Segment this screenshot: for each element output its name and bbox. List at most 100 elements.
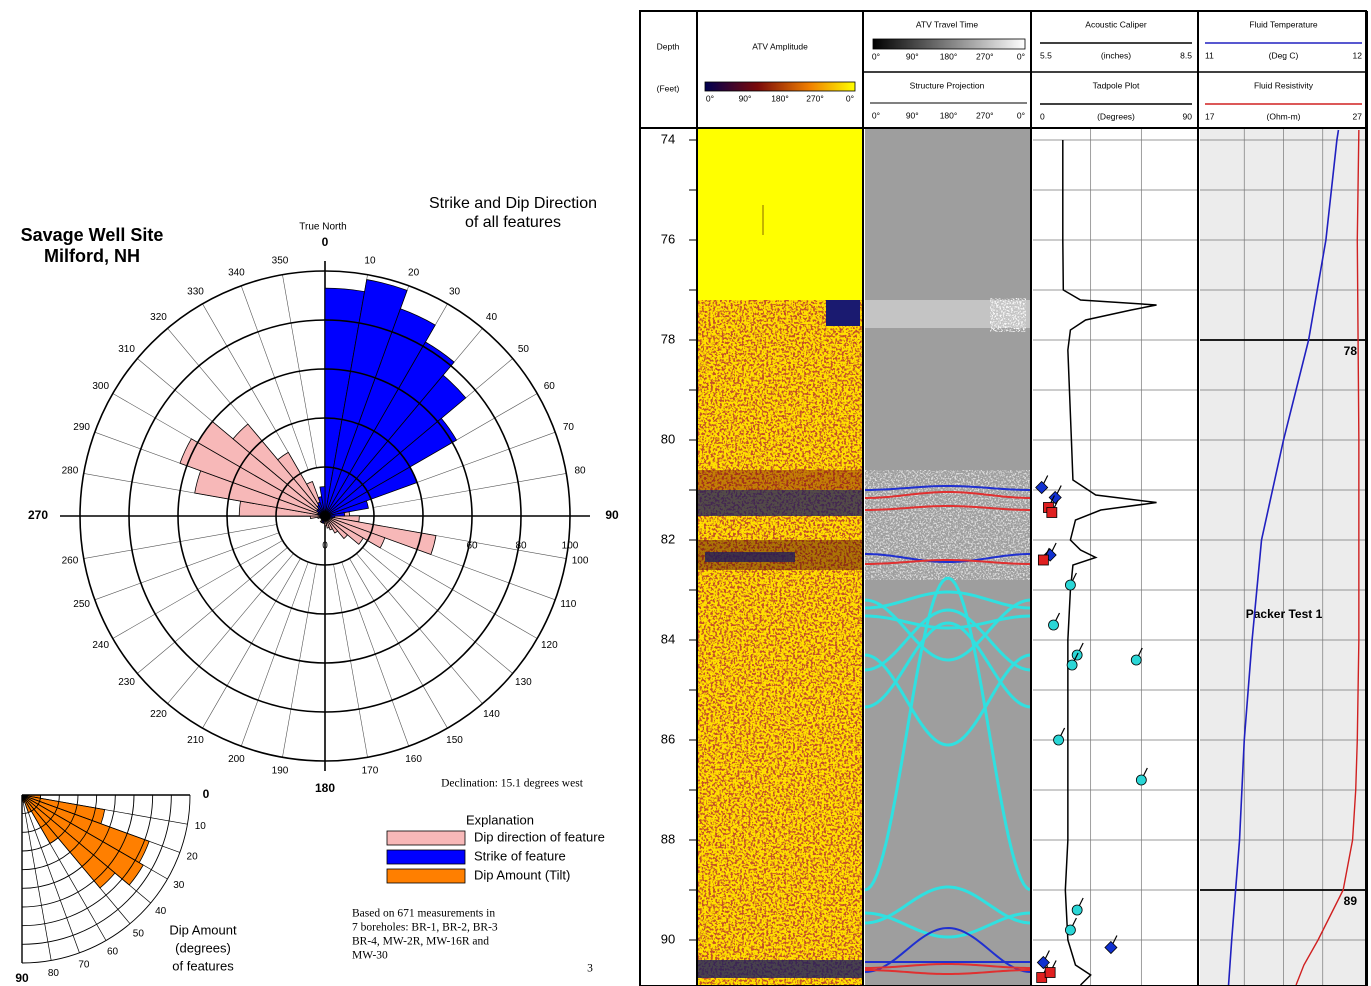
tadpole-head (1065, 580, 1075, 590)
legend-label: Dip Amount (Tilt) (474, 867, 570, 882)
angle-label: 20 (187, 852, 199, 863)
depth-tick-label: 84 (661, 631, 675, 646)
scale-label: 0° (872, 110, 880, 120)
depth-label: Depth (657, 41, 680, 51)
color-bar (873, 39, 1025, 49)
angle-label: 170 (362, 766, 379, 777)
track-label: Fluid Resistivity (1254, 80, 1314, 90)
packer-depth: 89 (1344, 894, 1358, 908)
track-label: Fluid Temperature (1249, 19, 1318, 29)
scale-max: 27 (1353, 111, 1363, 121)
amplitude-image (697, 960, 863, 978)
legend-label: Strike of feature (474, 848, 566, 863)
depth-tick-label: 74 (661, 131, 675, 146)
track-label: Tadpole Plot (1093, 80, 1140, 90)
angle-label: 230 (118, 677, 135, 688)
scale-min: 17 (1205, 111, 1215, 121)
cardinal-label: 90 (605, 508, 619, 522)
tadpole-head (1047, 508, 1057, 518)
angle-label: 320 (150, 312, 167, 323)
amplitude-image (697, 128, 863, 300)
scale-unit: (Deg C) (1269, 50, 1299, 60)
cardinal-label: 90 (15, 971, 29, 985)
angle-label: 20 (408, 267, 420, 278)
angle-label: 340 (228, 267, 245, 278)
travel-time-image (990, 298, 1026, 332)
site-title: Savage Well Site (21, 225, 164, 245)
scale-label: 0° (706, 93, 714, 103)
angle-label: 220 (150, 709, 167, 720)
scale-label: 0° (872, 51, 880, 61)
angle-label: 200 (228, 754, 245, 765)
cardinal-label: 270 (28, 508, 48, 522)
angle-label: 130 (515, 677, 532, 688)
scale-label: 0° (1017, 51, 1025, 61)
cardinal-label: 180 (315, 781, 335, 795)
footnote: Based on 671 measurements in (352, 908, 495, 920)
scale-unit: (Degrees) (1097, 111, 1135, 121)
track-label: ATV Amplitude (752, 41, 808, 51)
scale-max: 12 (1353, 50, 1363, 60)
radial-label: 80 (515, 541, 527, 552)
depth-tick-label: 90 (661, 931, 675, 946)
angle-label: 150 (446, 735, 463, 746)
angle-label: 160 (405, 754, 422, 765)
color-bar (705, 82, 855, 91)
legend-swatch (387, 831, 465, 845)
legend-label: Dip direction of feature (474, 829, 605, 844)
angle-label: 190 (272, 766, 289, 777)
scale-label: 180° (771, 93, 789, 103)
angle-label: 50 (133, 928, 145, 939)
scale-max: 8.5 (1180, 50, 1192, 60)
angle-label: 50 (518, 344, 530, 355)
angle-label: 120 (541, 640, 558, 651)
amplitude-image (697, 490, 863, 516)
tadpole-head (1067, 660, 1077, 670)
declination-note: Declination: 15.1 degrees west (441, 778, 584, 790)
scale-label: 90° (906, 51, 919, 61)
radial-label: 100 (562, 541, 579, 552)
amplitude-image (697, 470, 863, 490)
track-label: Structure Projection (910, 80, 985, 90)
dip-title: Dip Amount (169, 922, 237, 937)
legend-swatch (387, 869, 465, 883)
angle-label: 80 (48, 968, 60, 979)
figure: 0102030405060708090100110120130140150160… (0, 0, 1371, 986)
cardinal-label: 0 (203, 787, 210, 801)
log-grid (1033, 128, 1367, 986)
packer-depth: 78 (1344, 344, 1358, 358)
angle-label: 30 (449, 286, 461, 297)
angle-label: 40 (486, 312, 498, 323)
scale-label: 180° (940, 51, 958, 61)
legend-title: Explanation (466, 812, 534, 827)
angle-label: 290 (73, 422, 90, 433)
angle-label: 30 (173, 880, 185, 891)
tadpole-head (1072, 905, 1082, 915)
page-number: 3 (587, 963, 593, 975)
angle-label: 60 (107, 946, 119, 957)
scale-label: 0° (846, 93, 854, 103)
tadpole-head (1038, 555, 1048, 565)
scale-label: 90° (739, 93, 752, 103)
cardinal-label: 0 (322, 235, 329, 249)
angle-label: 310 (118, 344, 135, 355)
angle-label: 240 (92, 640, 109, 651)
depth-tick-label: 78 (661, 331, 675, 346)
angle-label: 10 (364, 256, 376, 267)
amplitude-image (826, 300, 860, 326)
angle-label: 330 (187, 286, 204, 297)
tadpole-head (1049, 620, 1059, 630)
depth-tick-label: 88 (661, 831, 675, 846)
angle-label: 250 (73, 599, 90, 610)
footnote: MW-30 (352, 950, 388, 962)
tadpole-head (1131, 655, 1141, 665)
radial-label: 60 (466, 541, 478, 552)
tadpole-head (1136, 775, 1146, 785)
angle-label: 70 (78, 960, 90, 971)
tadpole-head (1054, 735, 1064, 745)
heading: of all features (465, 214, 561, 231)
angle-label: 210 (187, 735, 204, 746)
track-background (1033, 128, 1198, 986)
radial-label: 0 (322, 541, 328, 552)
scale-label: 270° (976, 51, 994, 61)
